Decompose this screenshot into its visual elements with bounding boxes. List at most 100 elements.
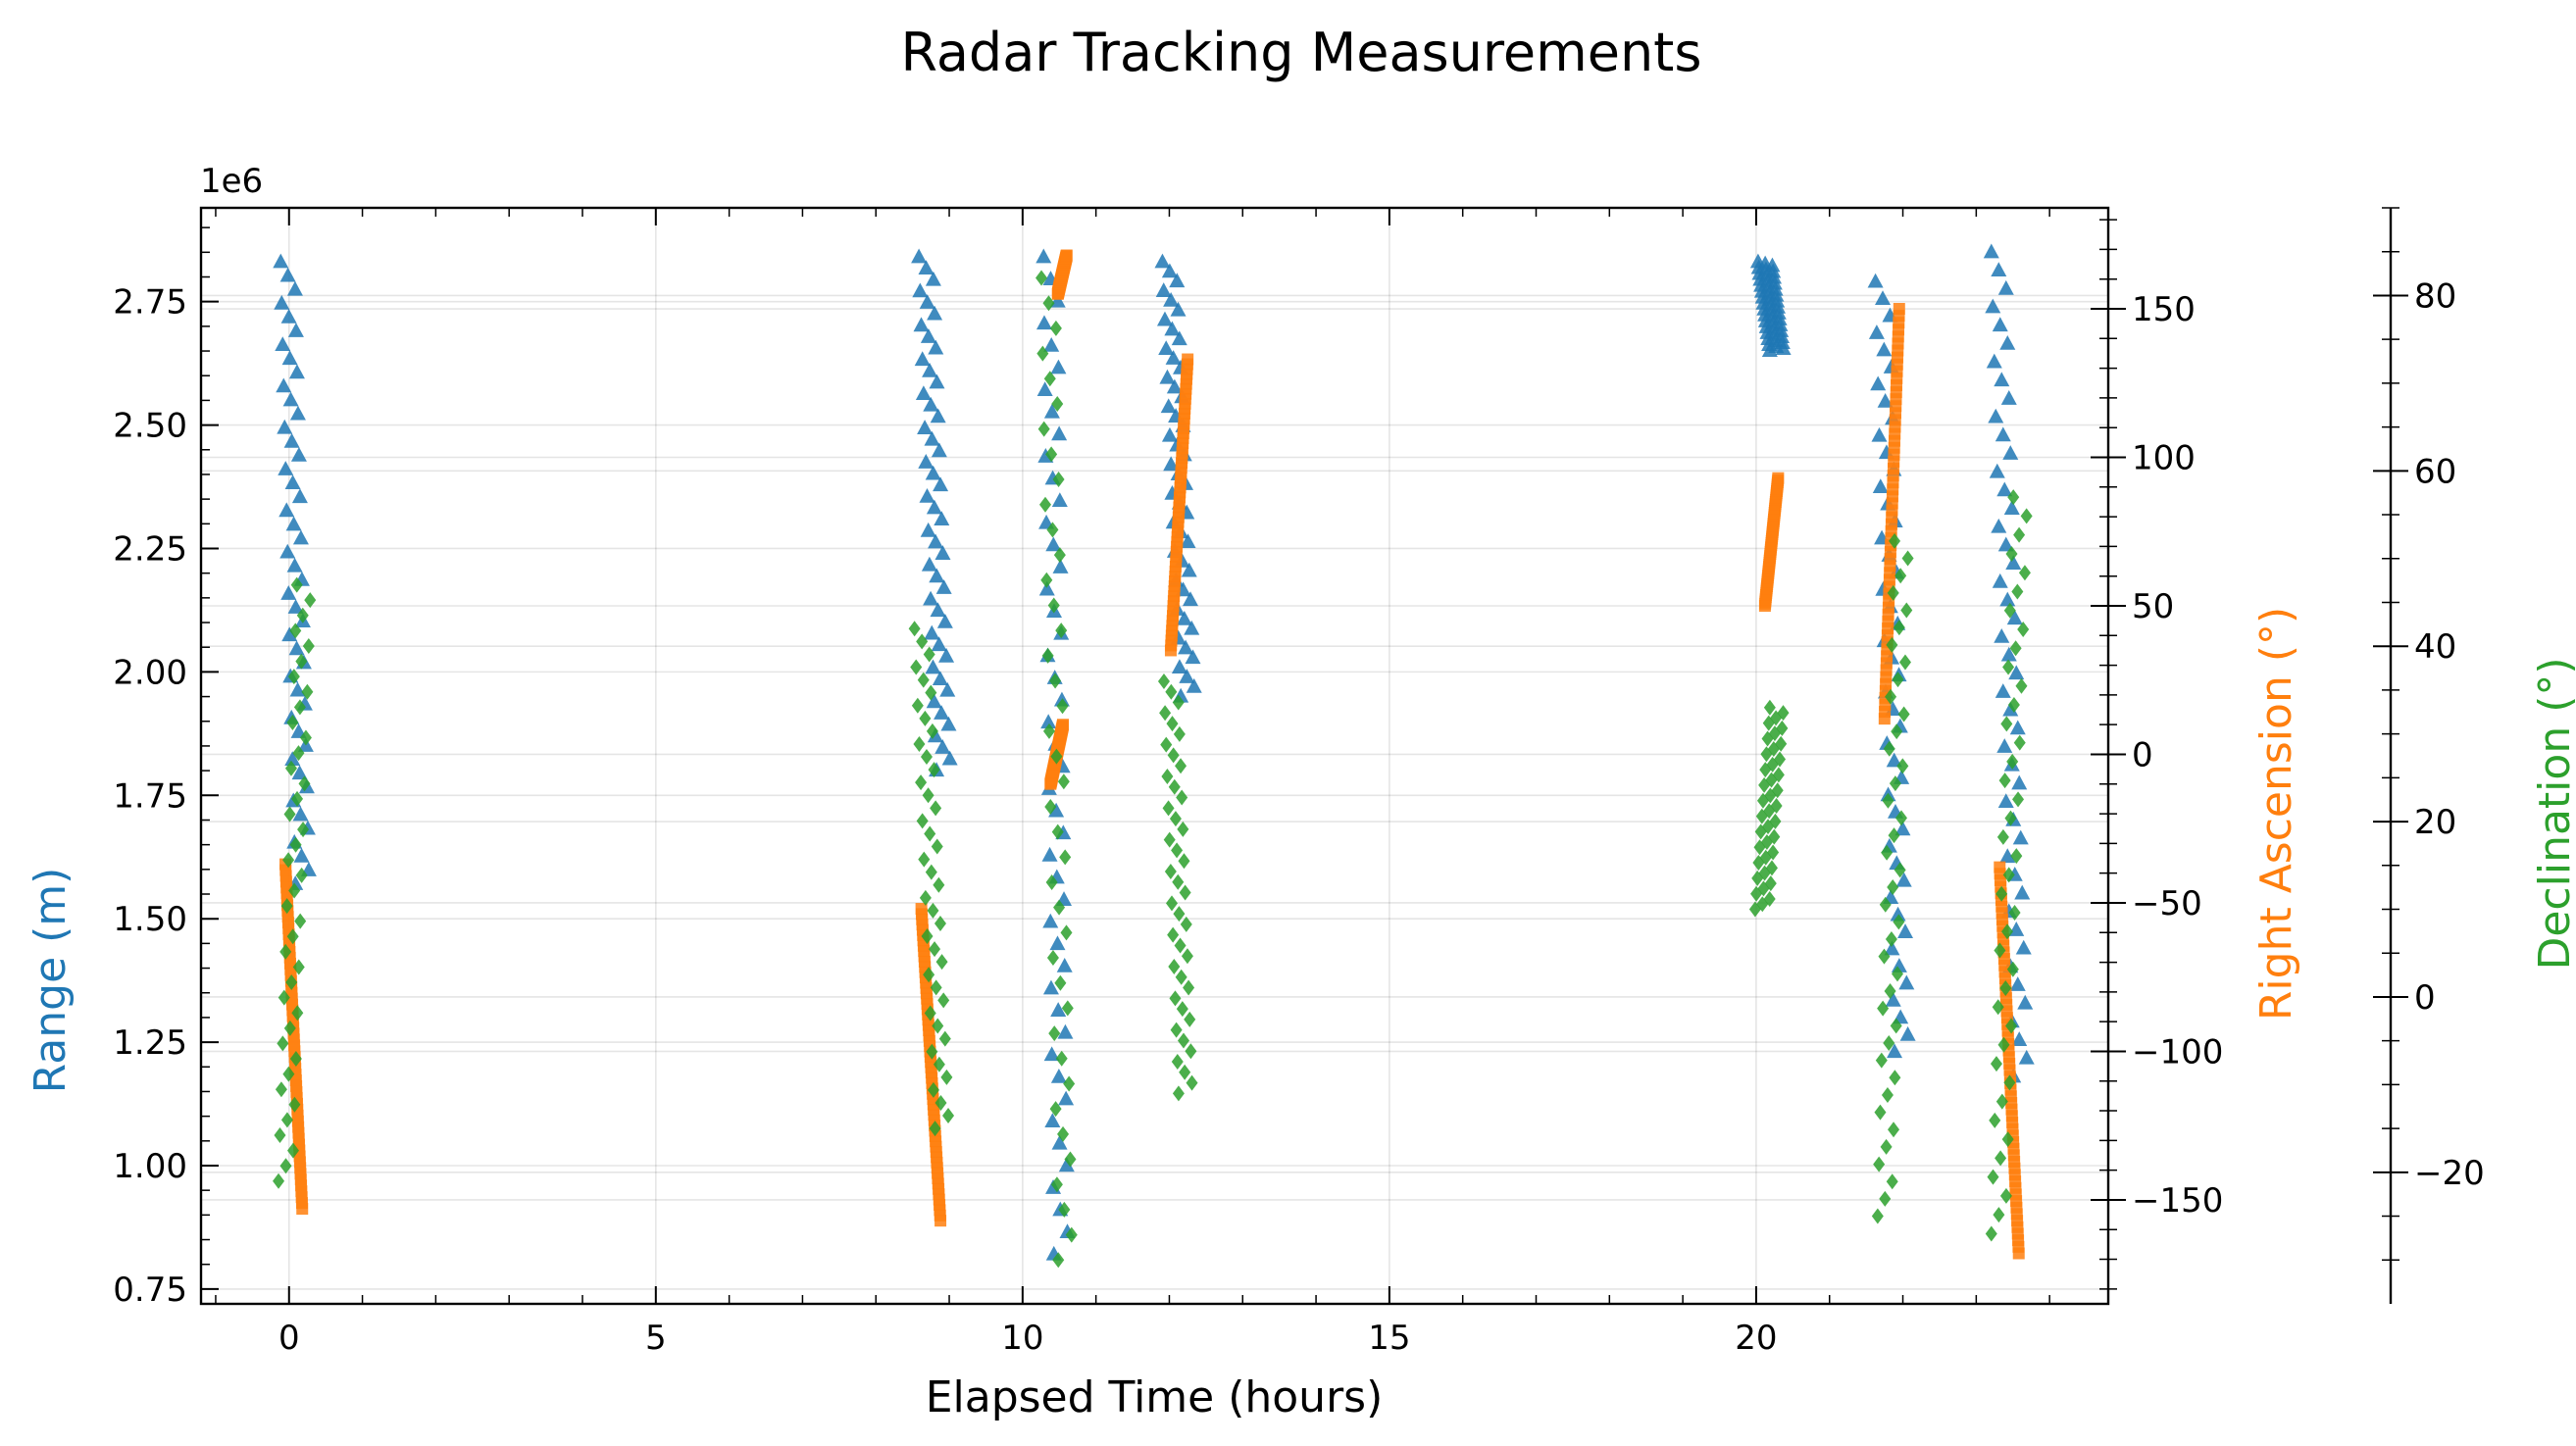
- data-point: [280, 585, 297, 600]
- data-point: [284, 760, 297, 776]
- data-point: [293, 699, 306, 716]
- data-point: [1761, 342, 1778, 358]
- data-point: [929, 568, 945, 583]
- data-point: [1050, 1176, 1063, 1193]
- data-point: [1042, 913, 1059, 928]
- data-point: [2008, 904, 2021, 921]
- data-point: [930, 800, 942, 817]
- data-point: [1996, 481, 2013, 497]
- data-point: [1880, 1138, 1893, 1155]
- data-point: [1035, 248, 1052, 264]
- data-point: [1155, 282, 1172, 297]
- data-point: [2012, 791, 2025, 808]
- data-point: [1774, 751, 1787, 768]
- data-point: [939, 681, 956, 697]
- data-point: [1995, 683, 2011, 698]
- data-point: [1996, 738, 2013, 753]
- data-point: [922, 362, 938, 377]
- data-point: [1183, 979, 1195, 996]
- data-point: [1175, 969, 1187, 985]
- data-point: [1040, 572, 1053, 588]
- data-point: [1989, 463, 2005, 478]
- data-point: [935, 579, 952, 594]
- data-point: [1043, 1046, 1060, 1062]
- dec-series: [273, 270, 2033, 1269]
- data-point: [1171, 1054, 1184, 1071]
- data-point: [1887, 584, 1899, 601]
- data-point: [1058, 1201, 1071, 1218]
- data-point: [1181, 562, 1197, 577]
- data-point: [283, 806, 296, 823]
- data-point: [288, 1096, 301, 1113]
- data-point: [925, 465, 941, 480]
- data-point: [280, 898, 293, 915]
- data-point: [1056, 957, 1073, 972]
- data-point: [1052, 472, 1065, 488]
- data-point: [1160, 398, 1177, 414]
- data-point: [935, 954, 948, 971]
- data-point: [1169, 811, 1182, 827]
- data-point: [1170, 301, 1187, 317]
- data-point: [1883, 740, 1895, 757]
- data-point: [1178, 853, 1190, 870]
- data-point: [908, 621, 921, 637]
- data-point: [1048, 802, 1065, 818]
- data-point: [286, 1142, 299, 1159]
- data-point: [2011, 583, 2024, 600]
- chart-title: Radar Tracking Measurements: [901, 22, 1702, 83]
- data-point: [934, 705, 950, 720]
- data-point: [2018, 565, 2031, 581]
- data-point: [1166, 895, 1179, 912]
- data-point: [1042, 723, 1055, 739]
- data-point: [1772, 472, 1785, 484]
- data-point: [1888, 827, 1900, 844]
- data-point: [301, 683, 314, 700]
- data-point: [2000, 390, 2017, 405]
- data-point: [1763, 699, 1776, 716]
- data-point: [1038, 496, 1051, 513]
- data-point: [1037, 421, 1050, 437]
- data-point: [1184, 1011, 1196, 1027]
- dec-axis-label: Declination (°): [2530, 657, 2576, 970]
- data-point: [940, 716, 957, 731]
- data-point: [2006, 753, 2019, 770]
- data-point: [1172, 694, 1185, 711]
- data-point: [1055, 623, 1068, 639]
- data-point: [1186, 677, 1202, 693]
- data-point: [2009, 640, 2022, 657]
- data-point: [1999, 1187, 2012, 1204]
- data-point: [286, 280, 303, 296]
- data-point: [1051, 492, 1068, 508]
- data-point: [1057, 1023, 1074, 1039]
- data-point: [275, 336, 291, 352]
- data-point: [285, 974, 298, 991]
- data-point: [926, 693, 942, 709]
- data-point: [1894, 810, 1907, 826]
- dec-tick-label: 40: [2414, 627, 2456, 667]
- data-point: [1769, 813, 1782, 829]
- data-point: [931, 838, 943, 855]
- data-point: [279, 543, 296, 559]
- data-point: [923, 646, 935, 663]
- data-point: [1163, 456, 1180, 472]
- data-point: [1885, 991, 1901, 1007]
- data-point: [915, 385, 932, 401]
- data-point: [1895, 872, 1912, 887]
- data-point: [2006, 610, 2023, 625]
- data-point: [1871, 1208, 1884, 1224]
- data-point: [1897, 706, 1910, 723]
- data-point: [1063, 1075, 1076, 1092]
- data-point: [2002, 867, 2015, 883]
- data-point: [1991, 262, 2007, 277]
- data-point: [1875, 1052, 1888, 1069]
- data-point: [1064, 1151, 1077, 1168]
- data-point: [283, 432, 300, 448]
- data-point: [1051, 1134, 1068, 1150]
- data-point: [930, 408, 946, 424]
- dec-tick-label: −20: [2414, 1154, 2485, 1193]
- data-point: [2007, 697, 2020, 714]
- data-point: [273, 1172, 285, 1189]
- data-point: [290, 576, 303, 593]
- range-axis-label: Range (m): [25, 868, 76, 1094]
- data-point: [1061, 1000, 1074, 1017]
